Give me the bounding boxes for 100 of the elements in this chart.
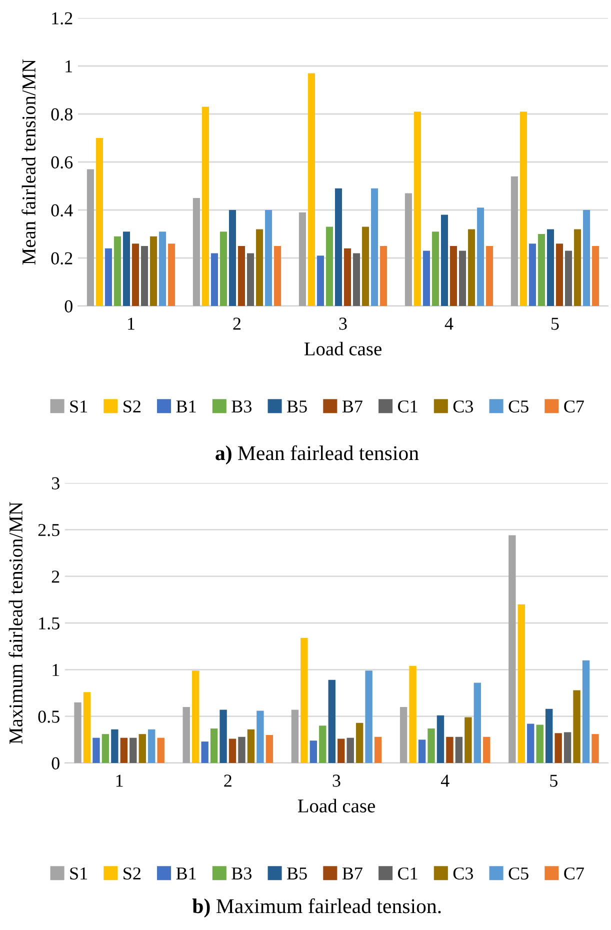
bar xyxy=(404,193,412,306)
legend-label: C1 xyxy=(398,867,418,880)
y-tick-label: 0.8 xyxy=(51,108,72,121)
bar xyxy=(122,232,130,306)
bar xyxy=(528,244,536,306)
x-axis-title: Load case xyxy=(304,342,382,356)
bar xyxy=(266,735,274,763)
bar xyxy=(201,742,208,763)
x-tick-label: 2 xyxy=(233,318,241,330)
y-tick-label: 0 xyxy=(52,757,60,770)
bar xyxy=(574,229,582,306)
bar xyxy=(428,728,435,763)
bar xyxy=(418,740,426,763)
bar xyxy=(328,680,336,763)
bar xyxy=(319,726,326,763)
bar xyxy=(130,738,137,763)
bar xyxy=(538,234,545,306)
bar xyxy=(346,738,354,763)
legend-label: S2 xyxy=(124,867,140,880)
bar xyxy=(409,666,416,763)
x-tick-label: 2 xyxy=(224,774,232,787)
y-tick-label: 0.5 xyxy=(38,710,60,723)
bar xyxy=(247,729,255,763)
legend-label: B5 xyxy=(287,400,307,413)
y-tick-label: 2.5 xyxy=(38,524,60,536)
x-tick-label: 5 xyxy=(552,318,559,330)
legend-label: C7 xyxy=(564,400,584,413)
legend-label: C5 xyxy=(508,400,528,413)
bar xyxy=(111,729,118,763)
bar xyxy=(256,710,264,763)
bar xyxy=(464,717,472,763)
x-axis-title: Load case xyxy=(298,798,375,813)
bar xyxy=(256,229,264,306)
legend-label: C3 xyxy=(453,867,474,880)
legend-label: B7 xyxy=(342,868,362,880)
bar xyxy=(510,176,518,306)
bar xyxy=(474,682,482,763)
bar xyxy=(150,236,158,306)
bar xyxy=(344,248,352,306)
legend-label: S1 xyxy=(70,400,88,413)
bar xyxy=(102,734,110,763)
bar xyxy=(298,212,306,306)
bar xyxy=(414,112,421,306)
bar xyxy=(374,736,382,763)
bar xyxy=(247,253,254,306)
bar xyxy=(536,724,544,763)
bar xyxy=(432,232,439,306)
bar xyxy=(455,736,463,763)
bar xyxy=(334,188,342,306)
bar xyxy=(380,246,388,306)
bar xyxy=(265,210,272,306)
y-tick-label: 0.2 xyxy=(51,252,72,265)
legend-label: C1 xyxy=(398,400,418,413)
bar xyxy=(450,246,458,306)
bar xyxy=(104,248,112,306)
y-tick-label: 0.4 xyxy=(51,204,73,217)
text: b) Maximum fairlead tension. xyxy=(192,898,441,918)
y-tick-label: 1 xyxy=(66,60,72,72)
bar xyxy=(546,229,554,306)
bar xyxy=(316,256,324,306)
bar xyxy=(518,604,525,763)
bar xyxy=(210,728,218,763)
legend-label: B5 xyxy=(287,868,307,880)
bar xyxy=(120,738,128,763)
bar xyxy=(582,660,590,763)
bar xyxy=(356,722,364,763)
bar xyxy=(228,738,236,763)
bar xyxy=(92,738,100,763)
bar xyxy=(446,736,454,763)
bar xyxy=(554,733,562,763)
bar xyxy=(148,729,156,763)
bar xyxy=(362,226,370,306)
x-tick-label: 4 xyxy=(444,318,454,330)
bar xyxy=(157,738,164,763)
bar xyxy=(74,702,82,763)
bar xyxy=(564,732,572,763)
x-tick-label: 3 xyxy=(332,774,340,787)
bar xyxy=(168,244,176,306)
bar xyxy=(86,169,94,306)
x-tick-label: 5 xyxy=(550,774,558,787)
bar xyxy=(291,710,299,763)
bar xyxy=(400,707,408,763)
bar xyxy=(486,246,494,306)
bar xyxy=(228,210,236,306)
bar xyxy=(365,670,372,763)
bar xyxy=(527,724,534,763)
bar xyxy=(353,253,360,306)
bar xyxy=(468,229,476,306)
legend-label: S1 xyxy=(70,867,88,880)
bar xyxy=(141,246,148,306)
bar xyxy=(573,690,580,763)
bar xyxy=(96,138,103,306)
bar xyxy=(371,188,378,306)
text: a) Mean fairlead tension xyxy=(216,445,419,464)
bar xyxy=(338,738,345,763)
legend-label: B3 xyxy=(232,867,252,880)
x-tick-label: 3 xyxy=(339,318,347,330)
bar xyxy=(483,736,490,763)
bar xyxy=(326,226,333,306)
legend-label: B1 xyxy=(176,400,196,412)
